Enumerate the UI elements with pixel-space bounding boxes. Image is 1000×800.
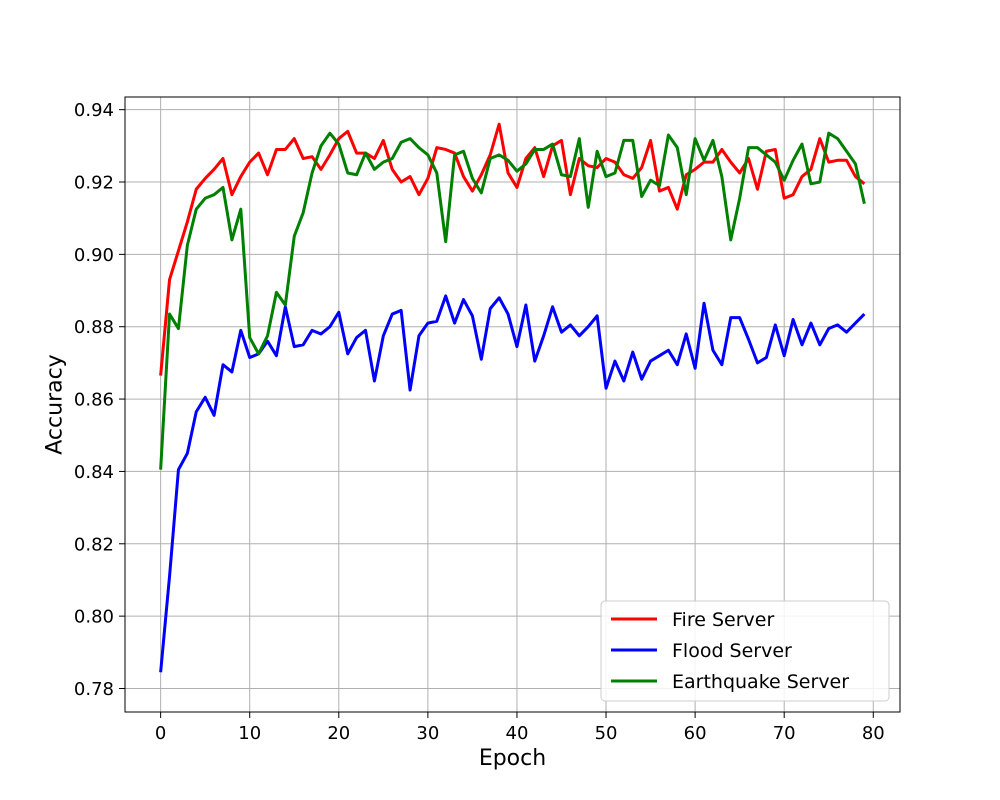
legend-label: Earthquake Server xyxy=(672,671,849,693)
x-tick-label: 50 xyxy=(595,723,618,744)
x-tick-label: 70 xyxy=(773,723,796,744)
series-lines xyxy=(159,122,866,673)
x-tick-label: 30 xyxy=(416,723,439,744)
x-tick-label: 20 xyxy=(327,723,350,744)
y-tick-label: 0.92 xyxy=(74,173,114,194)
series-line-flood-server xyxy=(159,294,866,673)
y-tick-label: 0.94 xyxy=(74,100,114,121)
legend-label: Flood Server xyxy=(672,640,792,662)
x-tick-label: 0 xyxy=(155,723,166,744)
legend: Fire Server Flood Server Earthquake Server xyxy=(600,600,890,702)
y-tick-label: 0.82 xyxy=(74,534,114,555)
y-tick-label: 0.78 xyxy=(74,679,114,700)
y-tick-label: 0.80 xyxy=(74,607,114,628)
x-tick-label: 40 xyxy=(506,723,529,744)
axis-ticks: 0 10 20 30 40 50 60 70 80 0.78 0.80 0.82 0.84 0.86 0.8… xyxy=(74,100,885,744)
x-tick-label: 10 xyxy=(238,723,261,744)
x-tick-label: 80 xyxy=(862,723,885,744)
legend-label: Fire Server xyxy=(672,609,774,631)
series-line-earthquake-server xyxy=(159,131,866,470)
y-tick-label: 0.88 xyxy=(74,317,114,338)
plot-frame xyxy=(124,96,901,713)
y-axis-label: Accuracy xyxy=(43,354,68,454)
y-tick-label: 0.90 xyxy=(74,245,114,266)
y-tick-label: 0.84 xyxy=(74,462,114,483)
legend-box xyxy=(600,600,890,702)
y-tick-label: 0.86 xyxy=(74,390,114,411)
x-tick-label: 60 xyxy=(684,723,707,744)
x-axis-label: Epoch xyxy=(479,746,546,771)
